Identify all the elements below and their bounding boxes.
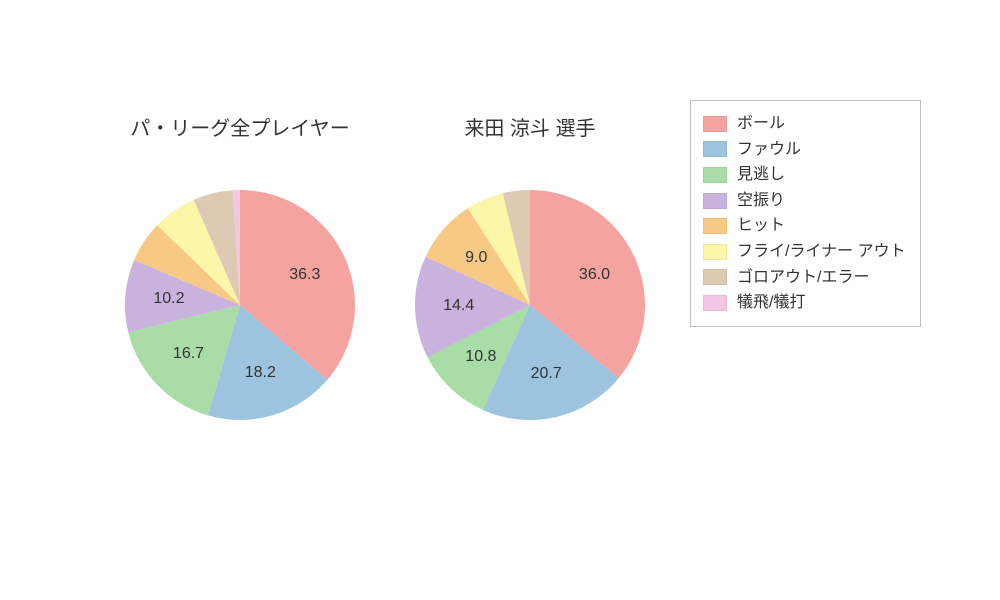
pie-label-player-foul: 20.7 [531,365,562,383]
legend-swatch-ground_out [703,269,727,285]
pie-label-player-ball: 36.0 [579,266,610,284]
chart-stage: パ・リーグ全プレイヤー 36.3 18.2 16.7 10.2 来田 涼斗 選手 36.0 2… [0,0,1000,600]
pie-label-league-ball: 36.3 [289,266,320,284]
legend-item-foul: ファウル [703,137,906,163]
pie-label-league-foul: 18.2 [245,364,276,382]
pie-label-league-swing_miss: 10.2 [153,290,184,308]
pie-label-player-looking: 10.8 [465,348,496,366]
chart-title-player: 来田 涼斗 選手 [380,112,680,141]
legend-label-sac: 犠飛/犠打 [737,290,805,316]
legend-item-sac: 犠飛/犠打 [703,290,906,316]
legend-swatch-foul [703,141,727,157]
legend-item-ball: ボール [703,111,906,137]
legend-label-looking: 見逃し [737,162,785,188]
legend-label-foul: ファウル [737,137,801,163]
legend-swatch-fly_out [703,244,727,260]
legend-swatch-looking [703,167,727,183]
legend-swatch-sac [703,295,727,311]
legend: ボールファウル見逃し空振りヒットフライ/ライナー アウトゴロアウト/エラー犠飛/… [690,100,921,327]
legend-label-hit: ヒット [737,213,785,239]
legend-swatch-ball [703,116,727,132]
chart-title-league: パ・リーグ全プレイヤー [90,112,390,141]
legend-item-swing_miss: 空振り [703,188,906,214]
legend-swatch-hit [703,218,727,234]
pie-label-player-hit: 9.0 [465,249,487,267]
legend-item-hit: ヒット [703,213,906,239]
legend-label-swing_miss: 空振り [737,188,785,214]
legend-label-ball: ボール [737,111,785,137]
legend-label-fly_out: フライ/ライナー アウト [737,239,906,265]
legend-label-ground_out: ゴロアウト/エラー [737,265,869,291]
pie-label-league-looking: 16.7 [173,345,204,363]
pie-label-player-swing_miss: 14.4 [443,297,474,315]
legend-item-ground_out: ゴロアウト/エラー [703,265,906,291]
legend-swatch-swing_miss [703,193,727,209]
legend-item-looking: 見逃し [703,162,906,188]
legend-item-fly_out: フライ/ライナー アウト [703,239,906,265]
